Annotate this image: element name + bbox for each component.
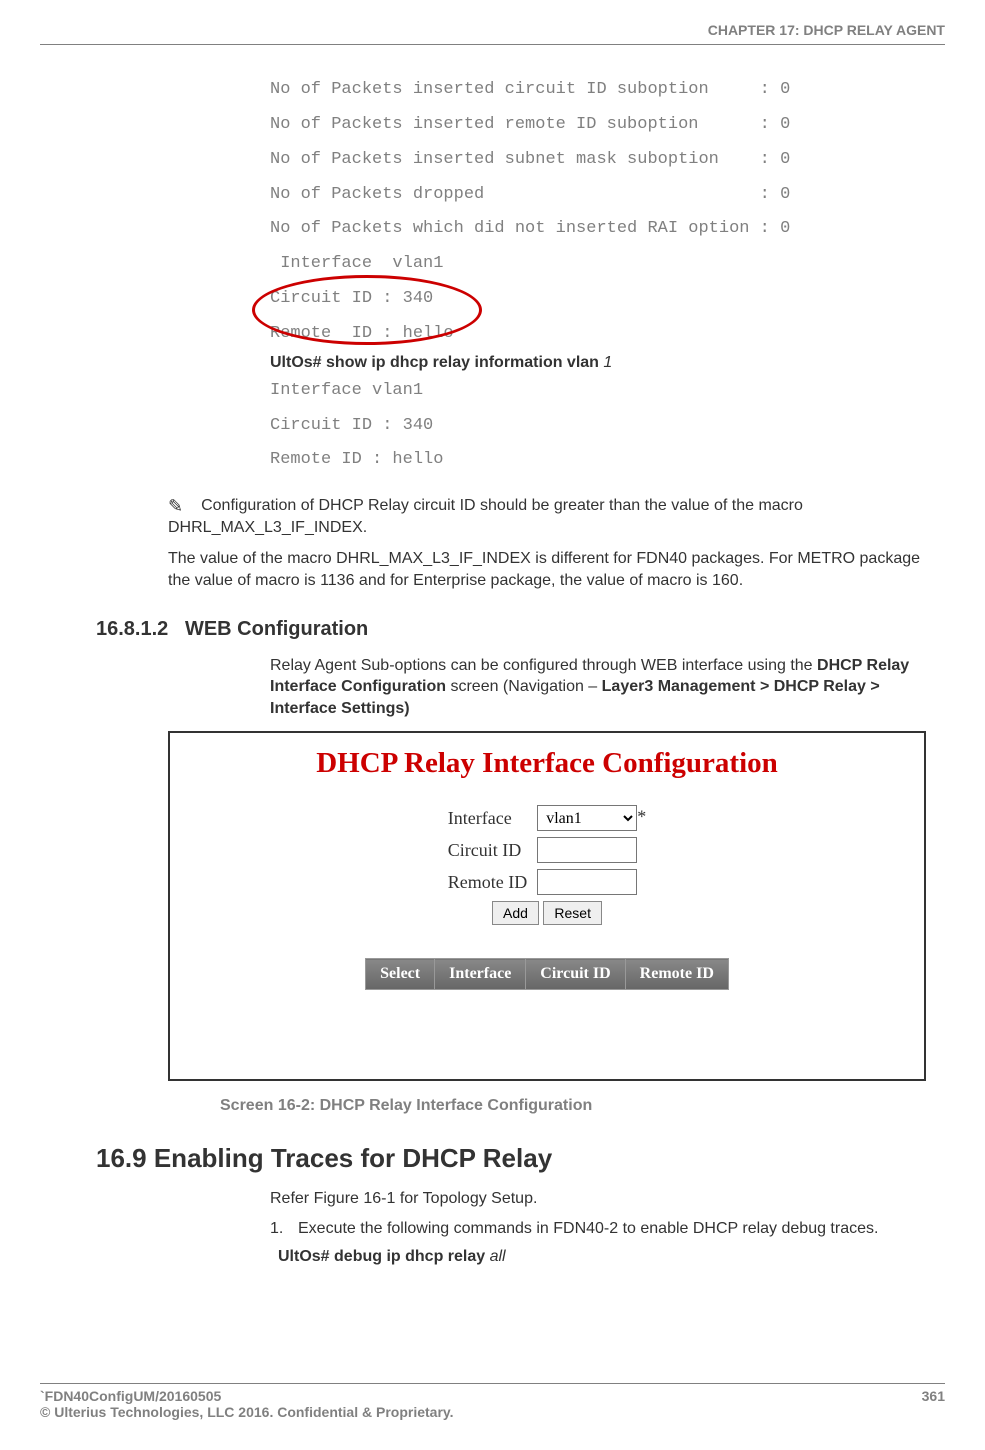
required-mark: * bbox=[637, 807, 646, 827]
webconf-mid: screen (Navigation – bbox=[446, 678, 602, 695]
col-circuit-id: Circuit ID bbox=[526, 959, 625, 990]
section-heading-webconf: 16.8.1.2 WEB Configuration bbox=[96, 618, 945, 641]
add-button[interactable]: Add bbox=[492, 901, 539, 925]
cli-output-block2: Interface vlan1 Circuit ID : 340 Remote … bbox=[270, 374, 945, 479]
note-text: Configuration of DHCP Relay circuit ID s… bbox=[168, 497, 803, 536]
webconf-body: Relay Agent Sub-options can be configure… bbox=[270, 655, 945, 720]
cli-line-circled: Remote ID : hello bbox=[270, 317, 945, 352]
chapter-header: CHAPTER 17: DHCP RELAY AGENT bbox=[40, 22, 945, 38]
cli-output-block: No of Packets inserted circuit ID subopt… bbox=[270, 73, 945, 352]
heading-title: Enabling Traces for DHCP Relay bbox=[154, 1143, 552, 1173]
cmd-text: UltOs# debug ip dhcp relay bbox=[278, 1248, 490, 1265]
cli-line: No of Packets dropped : 0 bbox=[270, 178, 945, 213]
circuit-id-label: Circuit ID bbox=[444, 834, 533, 866]
step-number: 1. bbox=[270, 1218, 298, 1240]
config-form: Interface vlan1* Circuit ID Remote ID Ad… bbox=[444, 802, 650, 928]
col-interface: Interface bbox=[435, 959, 526, 990]
interface-label: Interface bbox=[444, 802, 533, 834]
cli-line: No of Packets inserted circuit ID subopt… bbox=[270, 73, 945, 108]
macro-paragraph: The value of the macro DHRL_MAX_L3_IF_IN… bbox=[168, 548, 945, 591]
col-select: Select bbox=[366, 959, 435, 990]
header-rule bbox=[40, 44, 945, 45]
copyright: © Ulterius Technologies, LLC 2016. Confi… bbox=[40, 1404, 454, 1420]
note-icon: ✎ bbox=[168, 494, 183, 518]
result-table-header: Select Interface Circuit ID Remote ID bbox=[365, 958, 729, 990]
screenshot-figure: DHCP Relay Interface Configuration Inter… bbox=[168, 731, 926, 1081]
page-number: 361 bbox=[922, 1388, 945, 1420]
figure-caption: Screen 16-2: DHCP Relay Interface Config… bbox=[220, 1097, 945, 1115]
cli-line: Circuit ID : 340 bbox=[270, 409, 945, 444]
cli-line: No of Packets which did not inserted RAI… bbox=[270, 212, 945, 247]
col-remote-id: Remote ID bbox=[625, 959, 728, 990]
figure-title: DHCP Relay Interface Configuration bbox=[170, 747, 924, 780]
cli-line: No of Packets inserted subnet mask subop… bbox=[270, 143, 945, 178]
remote-id-label: Remote ID bbox=[444, 866, 533, 898]
cli-line: Interface vlan1 bbox=[270, 247, 945, 282]
cli-line: Remote ID : hello bbox=[270, 443, 945, 478]
cli-line: No of Packets inserted remote ID subopti… bbox=[270, 108, 945, 143]
webconf-pre: Relay Agent Sub-options can be configure… bbox=[270, 657, 817, 674]
remote-id-input[interactable] bbox=[537, 869, 637, 895]
cli-command: UltOs# show ip dhcp relay information vl… bbox=[270, 354, 945, 372]
interface-select[interactable]: vlan1 bbox=[537, 805, 637, 831]
heading-title: WEB Configuration bbox=[185, 618, 368, 640]
page: CHAPTER 17: DHCP RELAY AGENT No of Packe… bbox=[0, 0, 985, 1266]
reset-button[interactable]: Reset bbox=[543, 901, 602, 925]
cli-line-circled: Circuit ID : 340 bbox=[270, 282, 945, 317]
cli-line: Interface vlan1 bbox=[270, 374, 945, 409]
heading-num: 16.8.1.2 bbox=[96, 618, 168, 640]
heading-num: 16.9 bbox=[96, 1143, 147, 1173]
cmd-arg: 1 bbox=[603, 354, 612, 371]
step-text: Execute the following commands in FDN40-… bbox=[298, 1220, 878, 1237]
footer-rule bbox=[40, 1383, 945, 1384]
debug-command: UltOs# debug ip dhcp relay all bbox=[278, 1248, 945, 1266]
section-heading-traces: 16.9 Enabling Traces for DHCP Relay bbox=[96, 1143, 945, 1174]
doc-id: `FDN40ConfigUM/20160505 bbox=[40, 1388, 454, 1404]
page-footer: `FDN40ConfigUM/20160505 © Ulterius Techn… bbox=[40, 1383, 945, 1420]
cmd-arg: all bbox=[490, 1248, 506, 1265]
circuit-id-input[interactable] bbox=[537, 837, 637, 863]
note-paragraph: ✎Configuration of DHCP Relay circuit ID … bbox=[168, 492, 945, 538]
traces-refer: Refer Figure 16-1 for Topology Setup. bbox=[270, 1188, 945, 1210]
step-list-item: 1.Execute the following commands in FDN4… bbox=[270, 1218, 945, 1240]
cmd-text: UltOs# show ip dhcp relay information vl… bbox=[270, 354, 603, 371]
